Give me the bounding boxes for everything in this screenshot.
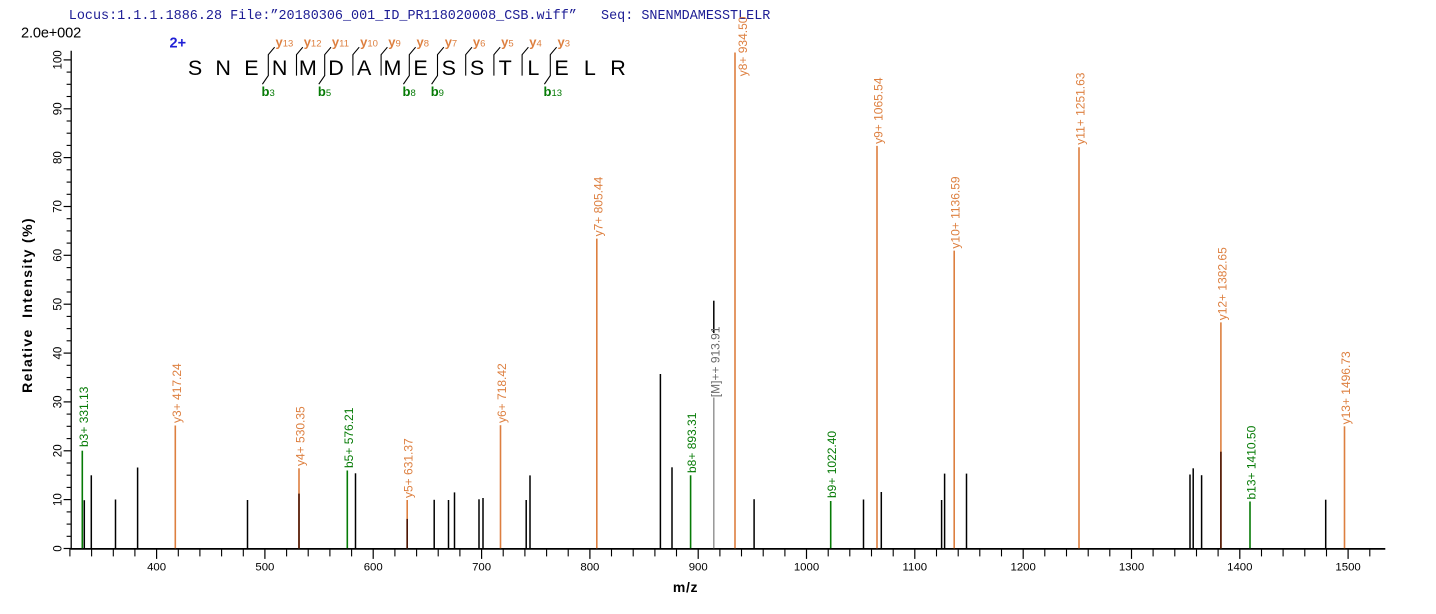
svg-text:1000: 1000 [794, 561, 819, 573]
svg-text:1400: 1400 [1227, 561, 1252, 573]
svg-text:y13: y13 [276, 35, 294, 50]
svg-text:y4: y4 [529, 35, 542, 50]
svg-text:2+: 2+ [170, 36, 187, 52]
svg-text:40: 40 [53, 347, 65, 360]
svg-text:E: E [554, 56, 568, 80]
svg-text:y5+ 631.37: y5+ 631.37 [402, 438, 416, 498]
svg-text:b5: b5 [318, 84, 331, 99]
svg-text:500: 500 [255, 561, 274, 573]
svg-text:y12+ 1382.65: y12+ 1382.65 [1215, 247, 1229, 320]
svg-text:10: 10 [53, 493, 65, 506]
svg-text:T: T [499, 56, 512, 80]
svg-text:S: S [188, 56, 202, 80]
svg-text:m/z: m/z [673, 579, 698, 595]
svg-text:y13+ 1496.73: y13+ 1496.73 [1339, 351, 1353, 424]
svg-text:D: D [328, 56, 344, 80]
svg-text:y10+ 1136.59: y10+ 1136.59 [949, 176, 963, 249]
svg-text:R: R [610, 56, 626, 80]
svg-text:400: 400 [147, 561, 166, 573]
svg-text:y3+ 417.24: y3+ 417.24 [170, 363, 184, 423]
svg-text:600: 600 [364, 561, 383, 573]
svg-text:y6: y6 [473, 35, 486, 50]
svg-text:b8+ 893.31: b8+ 893.31 [685, 412, 699, 473]
svg-text:b5+ 576.21: b5+ 576.21 [342, 407, 356, 468]
svg-text:Relative Intensity (%): Relative Intensity (%) [19, 217, 35, 393]
svg-text:y4+ 530.35: y4+ 530.35 [294, 406, 308, 466]
svg-text:y7: y7 [445, 35, 458, 50]
svg-text:y12: y12 [304, 35, 322, 50]
svg-text:2.0e+002: 2.0e+002 [21, 26, 81, 42]
svg-text:L: L [584, 56, 596, 80]
svg-text:A: A [357, 56, 372, 80]
svg-text:30: 30 [53, 396, 65, 409]
svg-text:b9+ 1022.40: b9+ 1022.40 [825, 431, 839, 498]
svg-text:y9: y9 [388, 35, 401, 50]
svg-text:1100: 1100 [903, 561, 928, 573]
svg-text:b9: b9 [431, 84, 444, 99]
svg-text:800: 800 [580, 561, 599, 573]
svg-text:900: 900 [689, 561, 708, 573]
svg-text:50: 50 [53, 298, 65, 311]
svg-text:b3: b3 [262, 84, 275, 99]
svg-text:L: L [527, 56, 539, 80]
svg-text:S: S [442, 56, 456, 80]
svg-text:0: 0 [53, 545, 65, 551]
svg-text:90: 90 [53, 102, 65, 115]
svg-text:E: E [244, 56, 258, 80]
svg-text:y8: y8 [417, 35, 430, 50]
svg-text:y11+ 1251.63: y11+ 1251.63 [1074, 72, 1088, 145]
svg-text:b13: b13 [544, 84, 563, 99]
svg-text:1200: 1200 [1011, 561, 1036, 573]
svg-text:M: M [383, 56, 401, 80]
svg-text:1300: 1300 [1119, 561, 1144, 573]
svg-text:20: 20 [53, 444, 65, 457]
svg-text:y7+ 805.44: y7+ 805.44 [591, 176, 605, 236]
svg-text:b3+ 331.13: b3+ 331.13 [77, 386, 91, 447]
svg-text:y10: y10 [360, 35, 378, 50]
svg-text:80: 80 [53, 151, 65, 164]
svg-text:b13+ 1410.50: b13+ 1410.50 [1245, 425, 1259, 499]
svg-text:S: S [470, 56, 484, 80]
svg-text:y5: y5 [501, 35, 514, 50]
svg-text:y6+ 718.42: y6+ 718.42 [495, 363, 509, 423]
svg-text:y3: y3 [558, 35, 571, 50]
svg-text:700: 700 [472, 561, 491, 573]
svg-text:60: 60 [53, 249, 65, 262]
svg-text:N: N [215, 56, 231, 80]
svg-text:Locus:1.1.1.1886.28 File:”2018: Locus:1.1.1.1886.28 File:”20180306_001_I… [69, 9, 771, 24]
svg-text:1500: 1500 [1335, 561, 1360, 573]
svg-text:y9+ 1065.54: y9+ 1065.54 [872, 77, 886, 144]
svg-text:b8: b8 [403, 84, 416, 99]
svg-text:[M]++ 913.91: [M]++ 913.91 [708, 326, 722, 397]
svg-text:100: 100 [53, 50, 65, 69]
svg-text:E: E [413, 56, 427, 80]
svg-text:y11: y11 [332, 35, 349, 50]
svg-text:M: M [299, 56, 317, 80]
svg-text:70: 70 [53, 200, 65, 213]
svg-text:N: N [272, 56, 288, 80]
svg-text:y8+ 934.50: y8+ 934.50 [736, 16, 750, 76]
